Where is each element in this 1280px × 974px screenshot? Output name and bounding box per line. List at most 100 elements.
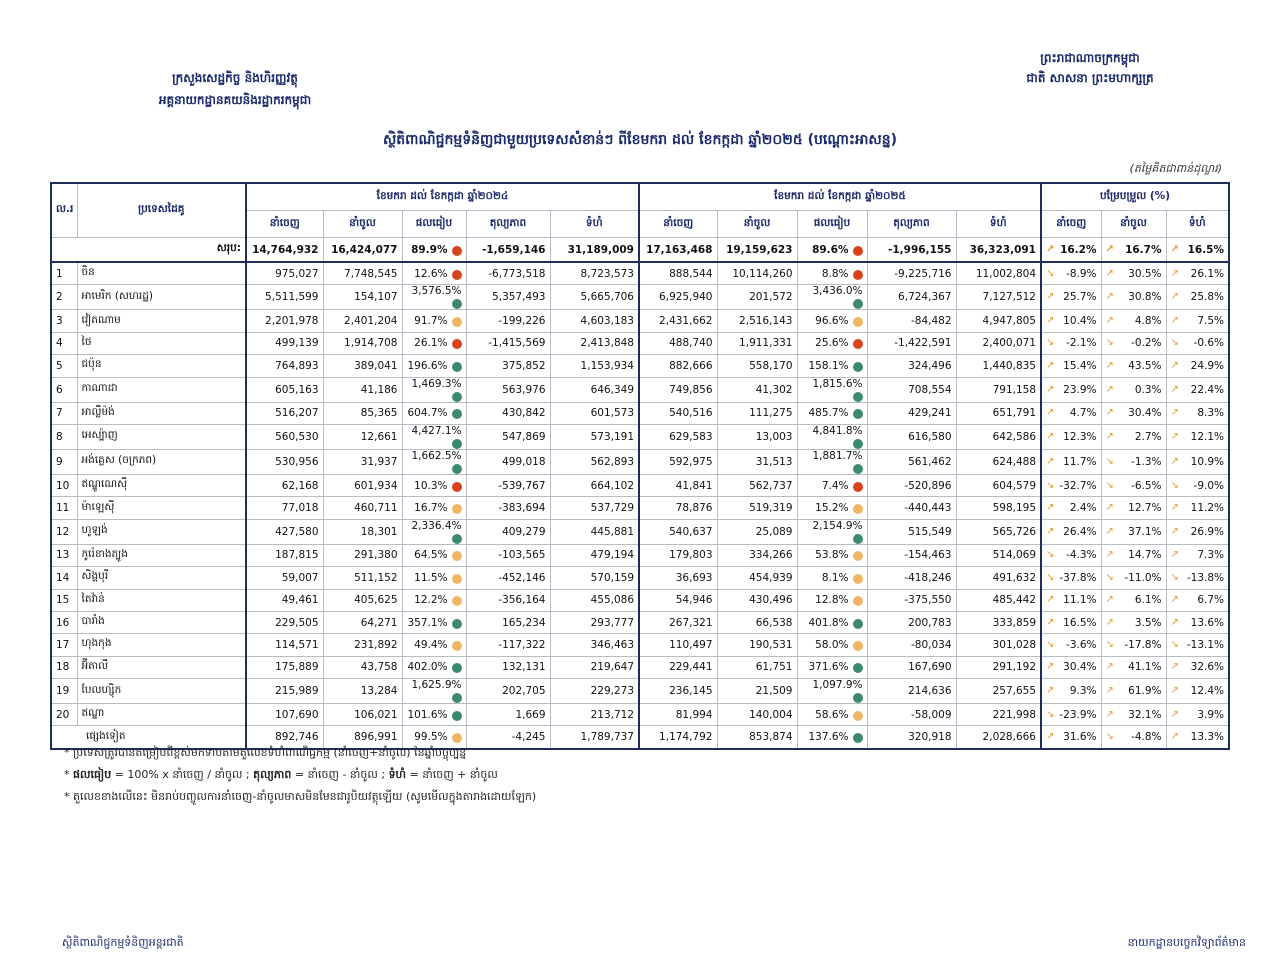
cell-value: 7.3% [1197, 549, 1225, 562]
cell: 11 [50, 496, 78, 520]
cell: 16 [50, 610, 78, 635]
note-part: = នាំចេញ - នាំចូល ; [291, 768, 389, 781]
trend-arrow: ↘ [1105, 571, 1114, 583]
cell: 81,994 [638, 703, 718, 727]
cell: 558,170 [716, 354, 798, 378]
cell: 1,625.9% [401, 678, 467, 705]
trend-arrow: ↗ [1105, 315, 1114, 327]
cell: 12,661 [322, 423, 403, 450]
cell: 455,086 [549, 588, 640, 612]
trend-arrow: ↗ [1170, 731, 1179, 743]
cell: 2,516,143 [716, 309, 798, 333]
cell: ↗ 15.4% [1040, 354, 1102, 378]
cell: 31,513 [716, 448, 798, 475]
cell-value: 485.7% [808, 407, 849, 420]
cell: 267,321 [638, 610, 718, 635]
cell-value: 2,201,978 [265, 315, 319, 328]
cell-value: 791,158 [992, 383, 1036, 396]
trend-arrow: ↘ [1046, 571, 1055, 583]
cell-value: -37.8% [1059, 571, 1097, 584]
cell: 132,131 [465, 655, 551, 680]
cell-value: 1,669 [515, 708, 546, 721]
cell-value: 4,841.8% [812, 424, 863, 437]
cell-value: 2,431,662 [659, 315, 713, 328]
cell: សិង្ហបុរី [76, 566, 247, 590]
cell: ↗ 61.9% [1100, 678, 1167, 705]
cell: 15.2% [796, 496, 868, 520]
status-dot [852, 317, 863, 328]
cell: 78,876 [638, 496, 718, 520]
cell-value: -440,443 [904, 502, 952, 515]
cell-value: 2,401,204 [344, 315, 398, 328]
cell: 499,139 [245, 331, 324, 356]
cell-value: 530,956 [275, 455, 319, 468]
cell-value: -4.3% [1066, 549, 1097, 562]
cell: ↘ -13.8% [1165, 566, 1230, 590]
cell-value: 601,573 [590, 407, 634, 420]
trend-arrow: ↘ [1105, 337, 1114, 349]
cell: 1,662.5% [401, 448, 467, 475]
cell-value: 12,661 [360, 430, 398, 443]
trend-arrow: ↗ [1046, 359, 1055, 371]
cell-value: 573,191 [590, 430, 634, 443]
cell-value: 62,168 [281, 479, 319, 492]
cell-value: -9.0% [1193, 479, 1225, 492]
cell: ↗ 23.9% [1040, 376, 1102, 403]
cell: 77,018 [245, 496, 324, 520]
status-dot [852, 269, 863, 280]
cell: 236,145 [638, 678, 718, 705]
trend-arrow: ↗ [1170, 267, 1179, 279]
trend-arrow: ↗ [1046, 455, 1055, 467]
cell: 5,665,706 [549, 284, 640, 311]
cell: 5,357,493 [465, 284, 551, 311]
cell: ម៉ាឡេស៊ី [76, 496, 247, 520]
cell: ↗ 7.3% [1165, 543, 1230, 568]
cell-value: 454,939 [749, 571, 793, 584]
cell: 111,275 [716, 401, 798, 425]
trend-arrow: ↗ [1170, 708, 1179, 720]
cell: ហុងកុង [76, 633, 247, 657]
cell: 2,431,662 [638, 309, 718, 333]
cell: 2,336.4% [401, 518, 467, 545]
cell: 190,531 [716, 633, 798, 657]
cell: បែលហ្ស៊ិក [76, 678, 247, 705]
cell: 19 [50, 678, 78, 705]
trend-arrow: ↗ [1105, 291, 1114, 303]
cell: 429,241 [866, 401, 957, 425]
cell: 409,279 [465, 518, 551, 545]
trend-arrow: ↘ [1105, 455, 1114, 467]
cell: -117,322 [465, 633, 551, 657]
status-dot [852, 618, 863, 629]
cell-value: 13,284 [360, 685, 398, 698]
trend-arrow: ↗ [1046, 430, 1055, 442]
cell: -418,246 [866, 566, 957, 590]
cell-value: 975,027 [275, 267, 319, 280]
cell: ↘ -4.8% [1100, 725, 1167, 750]
cell: កាណាដា [76, 376, 247, 403]
cell: ↗ 30.5% [1100, 261, 1167, 286]
cell-value: 2,400,071 [982, 337, 1036, 350]
cell: 31,189,009 [549, 237, 640, 263]
data-row: 1 ចិន 975,027 7,748,545 12.6% -6,773,518 8,723… [50, 261, 1230, 286]
cell: ចិន [76, 261, 247, 286]
cell: 167,690 [866, 655, 957, 680]
cell: 562,737 [716, 473, 798, 498]
status-dot [852, 693, 863, 703]
cell-value: 202,705 [502, 685, 546, 698]
cell: វៀតណាម [76, 309, 247, 333]
data-row: 5 ជប៉ុន 764,893 389,041 196.6% 375,852 1,153,9… [50, 354, 1230, 378]
note-part: * ប្រទេសត្រូវបានតម្រៀបពីខ្ពស់មកទាបតាមតួល… [64, 746, 467, 759]
cell-value: 565,726 [992, 525, 1036, 538]
cell: 749,856 [638, 376, 718, 403]
cell: ↗ 3.5% [1100, 610, 1167, 635]
trend-arrow: ↗ [1105, 616, 1114, 628]
cell-value: 455,086 [590, 594, 634, 607]
trend-arrow: ↗ [1046, 502, 1055, 514]
cell: 547,869 [465, 423, 551, 450]
cell-value: 16.2% [1060, 243, 1097, 256]
cell: ថៃ [76, 331, 247, 356]
cell-value: 16.7% [414, 502, 448, 515]
header-cell: បម្រែបម្រួល (%) [1039, 182, 1230, 211]
cell-value: 4.8% [1134, 315, 1162, 328]
cell: 106,021 [322, 703, 403, 727]
